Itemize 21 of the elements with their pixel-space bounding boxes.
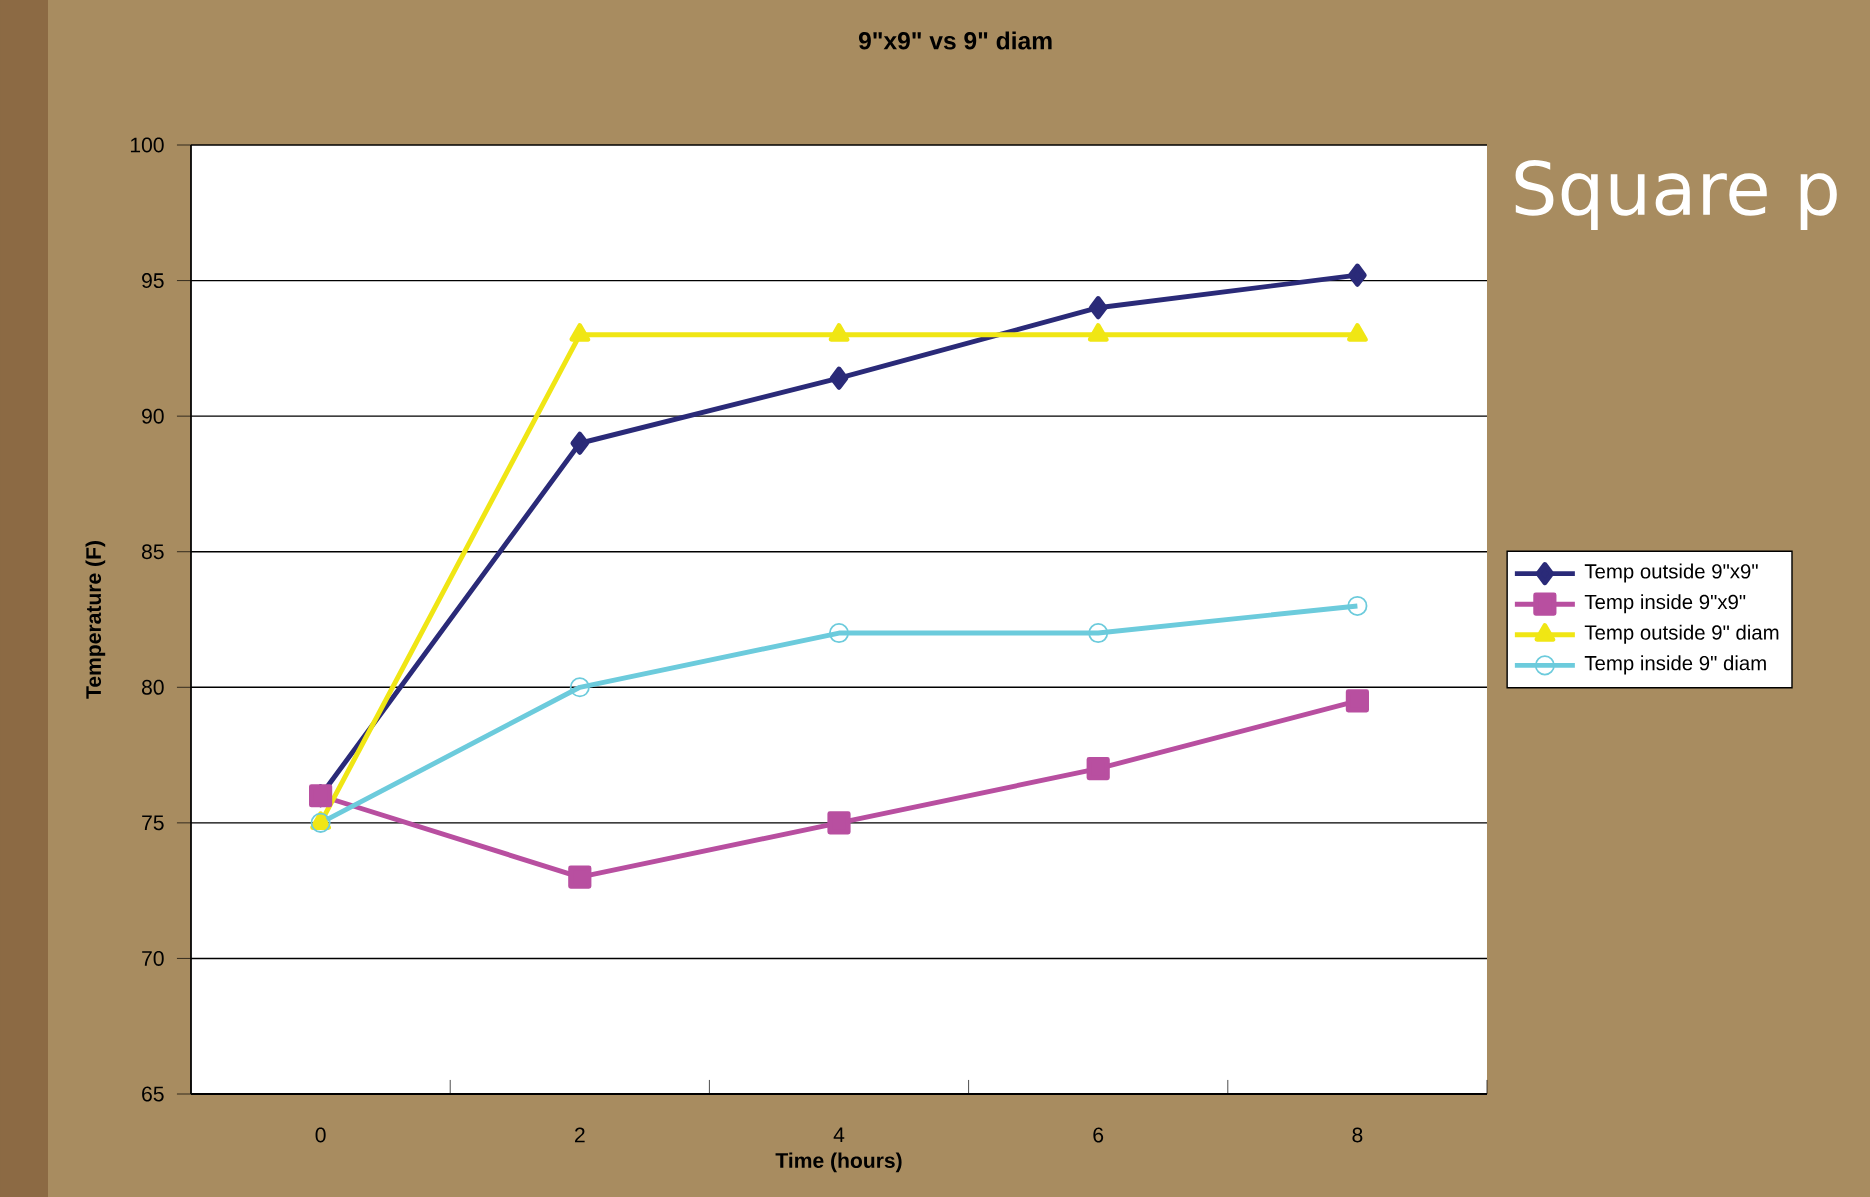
chart-title: 9"x9" vs 9" diam bbox=[858, 31, 1052, 50]
x-tick-label: 8 bbox=[1352, 1127, 1363, 1143]
y-tick-label: 100 bbox=[130, 137, 164, 153]
y-tick-label: 85 bbox=[142, 544, 164, 560]
text: Square p bbox=[1515, 159, 1837, 231]
y-tick-label: 70 bbox=[142, 950, 164, 966]
x-axis-title: Time (hours) bbox=[775, 1152, 902, 1173]
legend-label: Temp outside 9" diam bbox=[1584, 624, 1779, 644]
y-axis-title: Temperature (F) bbox=[85, 541, 106, 699]
legend-label: Temp inside 9" diam bbox=[1584, 655, 1766, 675]
y-tick-label: 95 bbox=[142, 273, 164, 289]
legend-label: Temp inside 9"x9" bbox=[1584, 594, 1746, 614]
x-tick-label: 6 bbox=[1093, 1127, 1104, 1143]
x-tick-label: 0 bbox=[315, 1127, 326, 1143]
y-tick-label: 75 bbox=[142, 815, 164, 831]
x-tick-label: 2 bbox=[574, 1127, 585, 1143]
legend-label: Temp outside 9"x9" bbox=[1584, 563, 1758, 583]
y-tick-label: 90 bbox=[142, 408, 164, 424]
y-tick-label: 80 bbox=[142, 679, 164, 695]
x-tick-label: 4 bbox=[833, 1127, 845, 1143]
y-tick-label: 65 bbox=[142, 1086, 164, 1102]
